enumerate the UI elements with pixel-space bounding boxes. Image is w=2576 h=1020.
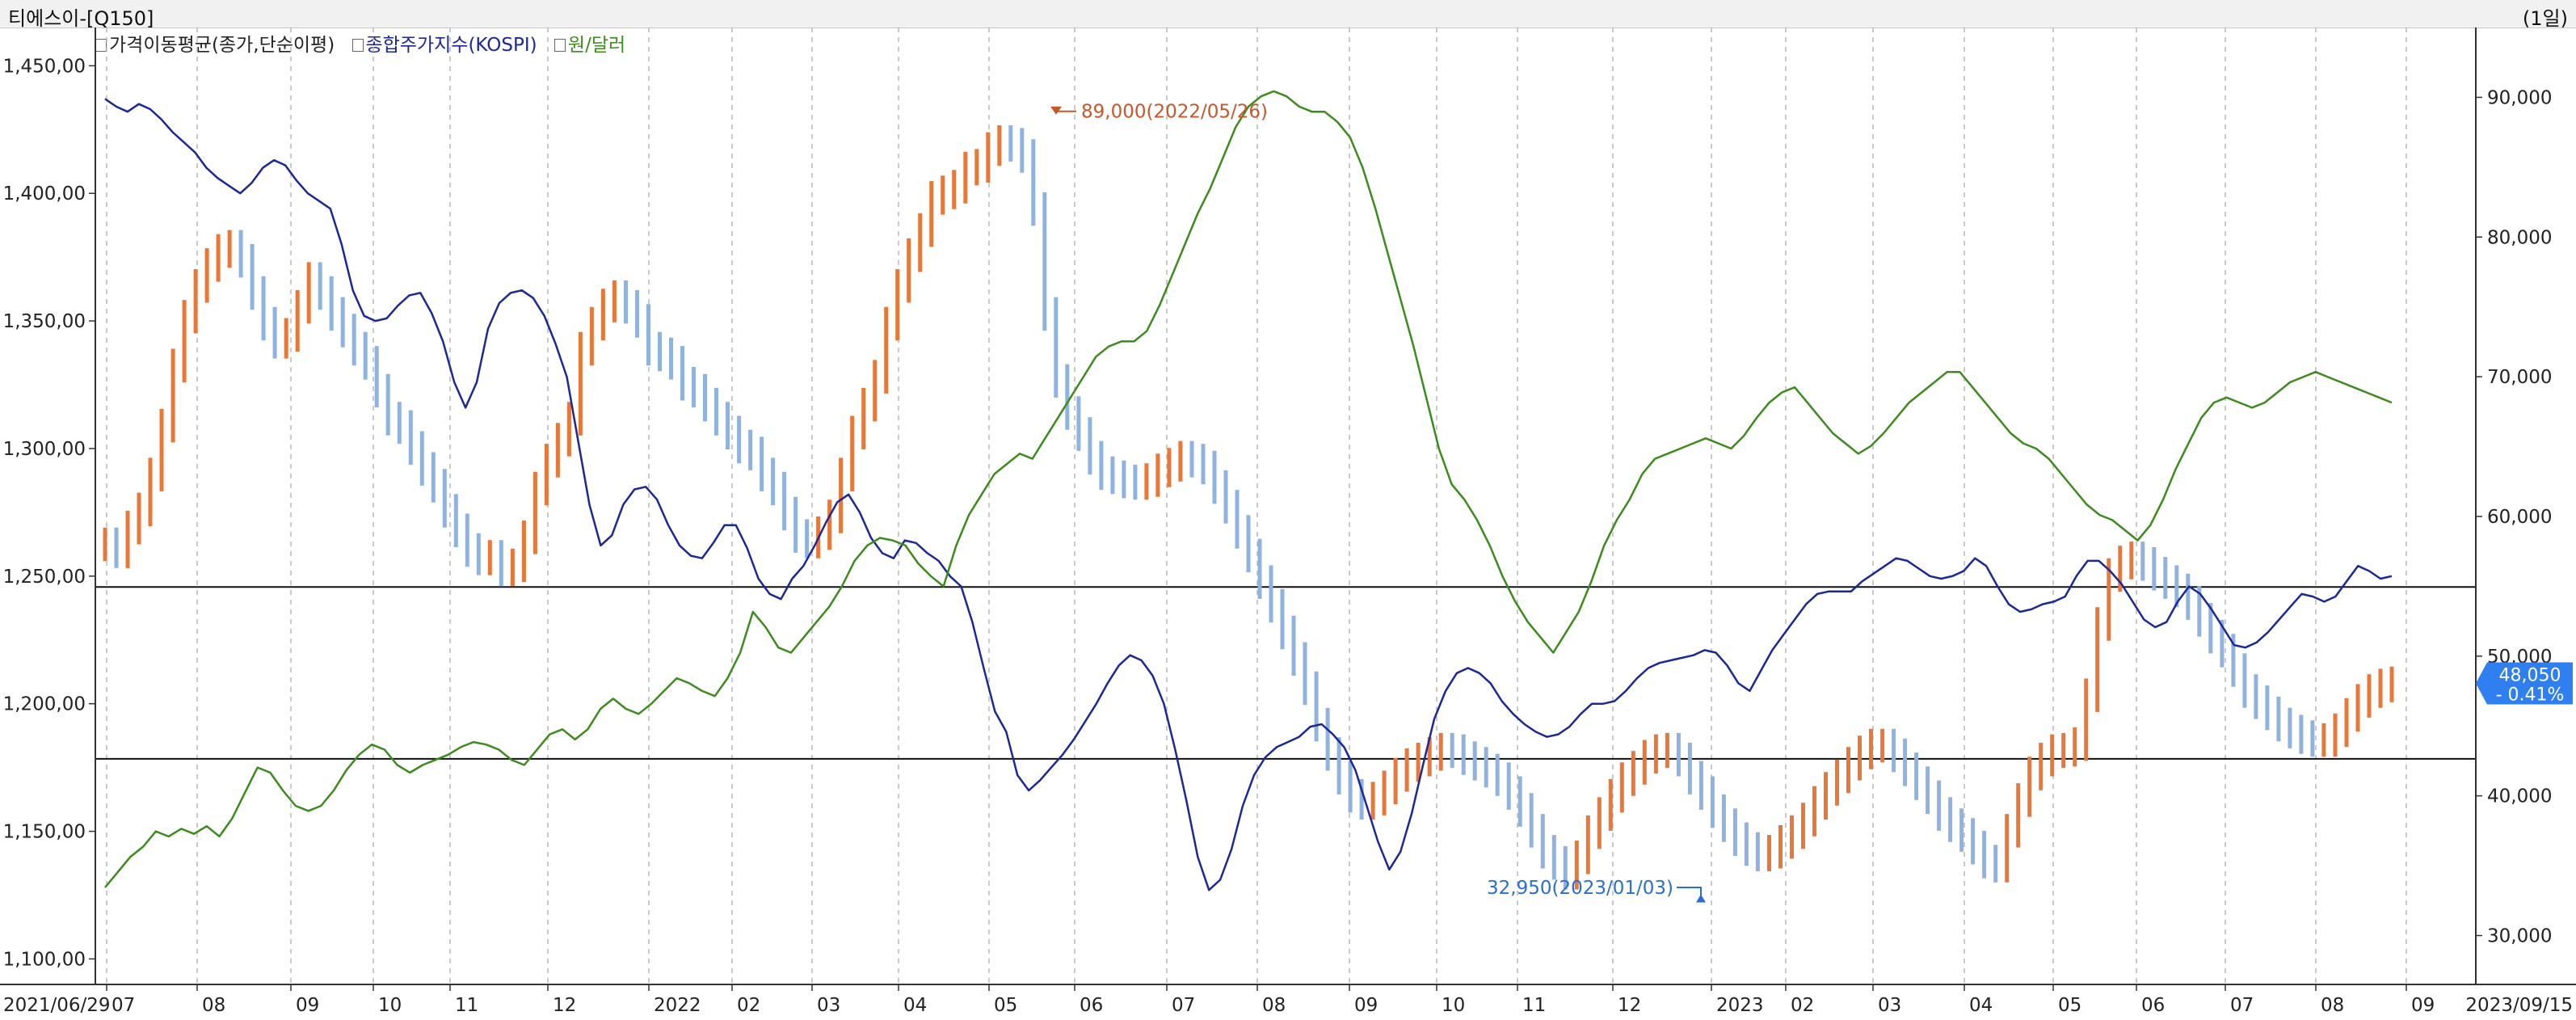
x-tick-label: 08	[202, 995, 225, 1016]
x-tick-label: 09	[296, 995, 319, 1016]
legend-item-moving-average[interactable]: 가격이동평균(종가,단순이평)	[95, 35, 335, 56]
x-tick-label: 02	[1791, 995, 1814, 1016]
right-tick-label: 30,000	[2487, 926, 2552, 947]
left-tick-label: 1,450,00	[3, 56, 86, 77]
x-tick-label: 2023	[1716, 995, 1764, 1016]
period-label[interactable]: (1일)	[2522, 7, 2568, 30]
right-tick-label: 70,000	[2487, 367, 2552, 388]
x-tick-label: 10	[1442, 995, 1465, 1016]
x-tick-label: 11	[455, 995, 478, 1016]
x-tick-label: 03	[1878, 995, 1901, 1016]
left-tick-label: 1,200,00	[3, 694, 86, 715]
line-series	[104, 90, 2393, 891]
current-change-label: - 0.41%	[2496, 685, 2565, 706]
x-tick-label: 07	[2230, 995, 2254, 1016]
reference-lines	[95, 586, 2476, 760]
x-tick-label: 05	[994, 995, 1017, 1016]
x-tick-label: 09	[1354, 995, 1378, 1016]
x-tick-label: 09	[2411, 995, 2435, 1016]
x-tick-label: 12	[1618, 995, 1641, 1016]
right-tick-label: 40,000	[2487, 786, 2552, 807]
x-tick-label: 06	[1080, 995, 1103, 1016]
current-price-label: 48,050	[2499, 666, 2561, 686]
x-tick-label: 04	[903, 995, 927, 1016]
window-title: 티에스이-[Q150]	[8, 7, 154, 30]
left-tick-label: 1,150,00	[3, 822, 86, 843]
window-titlebar: 티에스이-[Q150] (1일)	[0, 0, 2576, 30]
left-tick-label: 1,400,00	[3, 183, 86, 204]
grid	[106, 27, 2407, 984]
x-tick-label: 03	[817, 995, 840, 1016]
legend-item-usd-krw[interactable]: 원/달러	[554, 35, 625, 56]
legend-label: 원/달러	[567, 35, 626, 56]
left-tick-label: 1,350,00	[3, 311, 86, 332]
x-start-label: 2021/06/29	[3, 995, 111, 1016]
right-axis: 30,00040,00050,00060,00070,00080,00090,0…	[2476, 87, 2552, 947]
x-axis: 07 08 09 10 11 12 2022 02 03 04 05 06 07 08 09 10 11 12 20…	[3, 984, 2573, 1016]
high-annotation-label: 89,000(2022/05/26)	[1081, 102, 1268, 123]
left-tick-label: 1,100,00	[3, 949, 86, 970]
low-annotation-label: 32,950(2023/01/03)	[1487, 878, 1673, 899]
left-tick-label: 1,250,00	[3, 567, 86, 588]
price-series	[103, 125, 2394, 890]
x-tick-label: 12	[553, 995, 576, 1016]
annotations: 89,000(2022/05/26) 32,950(2023/01/03) 48,0…	[1050, 102, 2573, 903]
checkbox-icon[interactable]	[351, 39, 364, 52]
x-tick-label: 04	[1969, 995, 1993, 1016]
right-tick-label: 60,000	[2487, 507, 2552, 528]
x-tick-label: 2022	[654, 995, 701, 1016]
left-axis: 1,100,00 1,150,00 1,200,00 1,250,00 1,300,00…	[3, 56, 95, 970]
x-tick-label: 07	[112, 995, 135, 1016]
x-end-label: 2023/09/15	[2465, 995, 2573, 1016]
chart-legend: 가격이동평균(종가,단순이평) 종합주가지수(KOSPI) 원/달러	[95, 29, 637, 57]
x-tick-label: 05	[2058, 995, 2081, 1016]
kospi-line	[104, 98, 2393, 891]
right-tick-label: 90,000	[2487, 87, 2552, 108]
x-tick-label: 06	[2141, 995, 2165, 1016]
plot-area	[95, 61, 2476, 984]
right-tick-label: 80,000	[2487, 227, 2552, 248]
x-tick-label: 07	[1172, 995, 1195, 1016]
legend-label: 종합주가지수(KOSPI)	[365, 35, 537, 56]
x-tick-label: 08	[1262, 995, 1286, 1016]
low-annotation-leader	[1677, 887, 1702, 898]
x-tick-label: 08	[2321, 995, 2344, 1016]
left-tick-label: 1,300,00	[3, 439, 86, 460]
legend-item-kospi[interactable]: 종합주가지수(KOSPI)	[351, 35, 537, 56]
x-tick-label: 10	[378, 995, 402, 1016]
high-marker-icon	[1050, 106, 1062, 115]
usd-krw-line	[104, 90, 2393, 888]
current-price-badge	[2476, 662, 2573, 705]
low-marker-icon	[1696, 894, 1706, 903]
x-tick-label: 02	[737, 995, 760, 1016]
legend-label: 가격이동평균(종가,단순이평)	[109, 35, 335, 56]
checkbox-icon[interactable]	[554, 39, 566, 52]
x-tick-label: 11	[1522, 995, 1546, 1016]
